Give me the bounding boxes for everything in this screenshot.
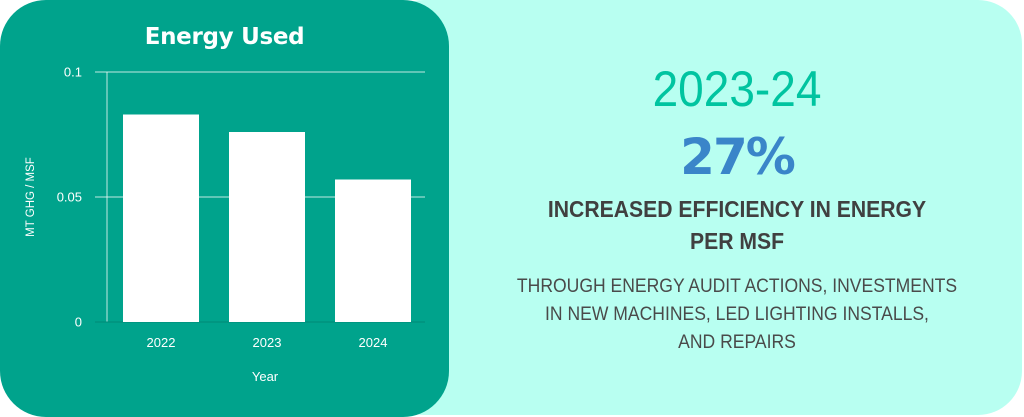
bar-2023 bbox=[229, 132, 305, 322]
description-line: IN NEW MACHINES, LED LIGHTING INSTALLS, bbox=[545, 303, 929, 325]
y-tick-labels: 0 0.05 0.1 bbox=[57, 65, 82, 330]
y-axis-label: MT GHG / MSF bbox=[25, 157, 37, 237]
percent-value: 27% bbox=[680, 128, 796, 186]
headline-line: INCREASED EFFICIENCY IN ENERGY bbox=[547, 196, 927, 222]
bar-2022 bbox=[123, 114, 199, 322]
bars bbox=[123, 114, 411, 322]
x-tick-label: 2024 bbox=[359, 335, 388, 350]
x-tick-label: 2023 bbox=[253, 335, 282, 350]
bar-2024 bbox=[335, 179, 411, 322]
description-line: AND REPAIRS bbox=[678, 331, 796, 353]
stat-card bbox=[380, 0, 1022, 415]
chart-title: Energy Used bbox=[144, 24, 305, 50]
x-axis-label: Year bbox=[252, 369, 279, 384]
y-tick-label: 0 bbox=[75, 315, 82, 330]
bar-chart: 0 0.05 0.1 2022 2023 2024 Year MT GHG / MSF bbox=[25, 65, 425, 384]
period-range: 2023-24 bbox=[652, 61, 822, 117]
headline: INCREASED EFFICIENCY IN ENERGY PER MSF bbox=[473, 193, 1001, 257]
x-tick-label: 2022 bbox=[147, 335, 176, 350]
y-tick-label: 0.1 bbox=[64, 65, 82, 80]
y-tick-label: 0.05 bbox=[57, 190, 82, 205]
headline-line: PER MSF bbox=[689, 228, 785, 254]
description-line: THROUGH ENERGY AUDIT ACTIONS, INVESTMENT… bbox=[516, 275, 958, 297]
description: THROUGH ENERGY AUDIT ACTIONS, INVESTMENT… bbox=[479, 272, 996, 356]
x-tick-labels: 2022 2023 2024 bbox=[147, 335, 388, 350]
